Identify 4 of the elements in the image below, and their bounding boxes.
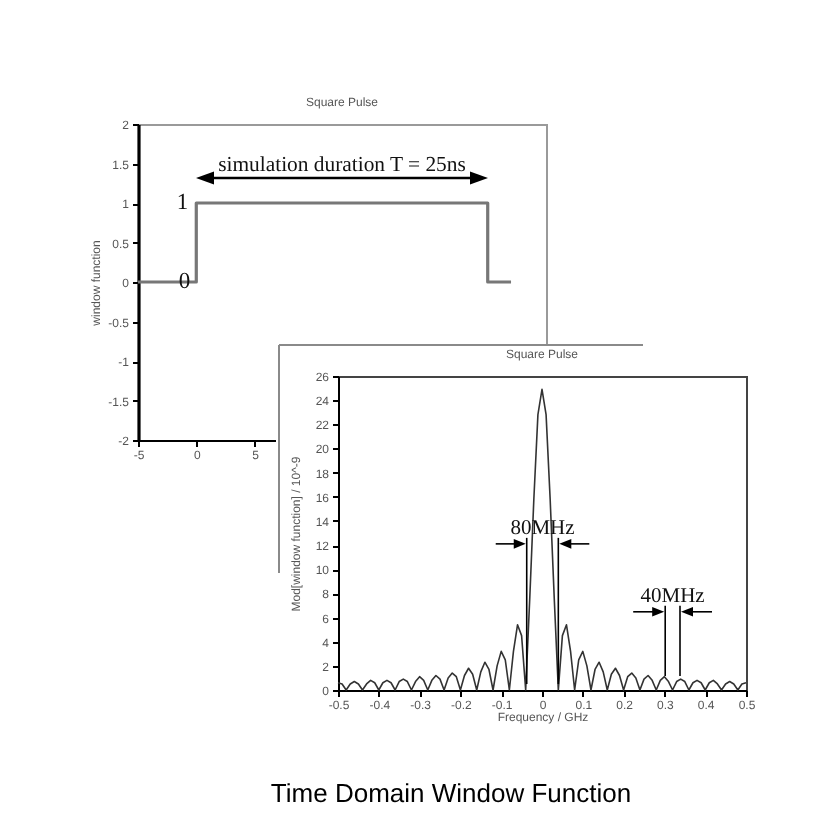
annotation: 1 xyxy=(176,191,189,215)
annotation: 40MHz xyxy=(640,585,706,608)
annotation: simulation duration T = 25ns xyxy=(218,153,466,177)
text: Time Domain Window Function xyxy=(270,778,632,810)
